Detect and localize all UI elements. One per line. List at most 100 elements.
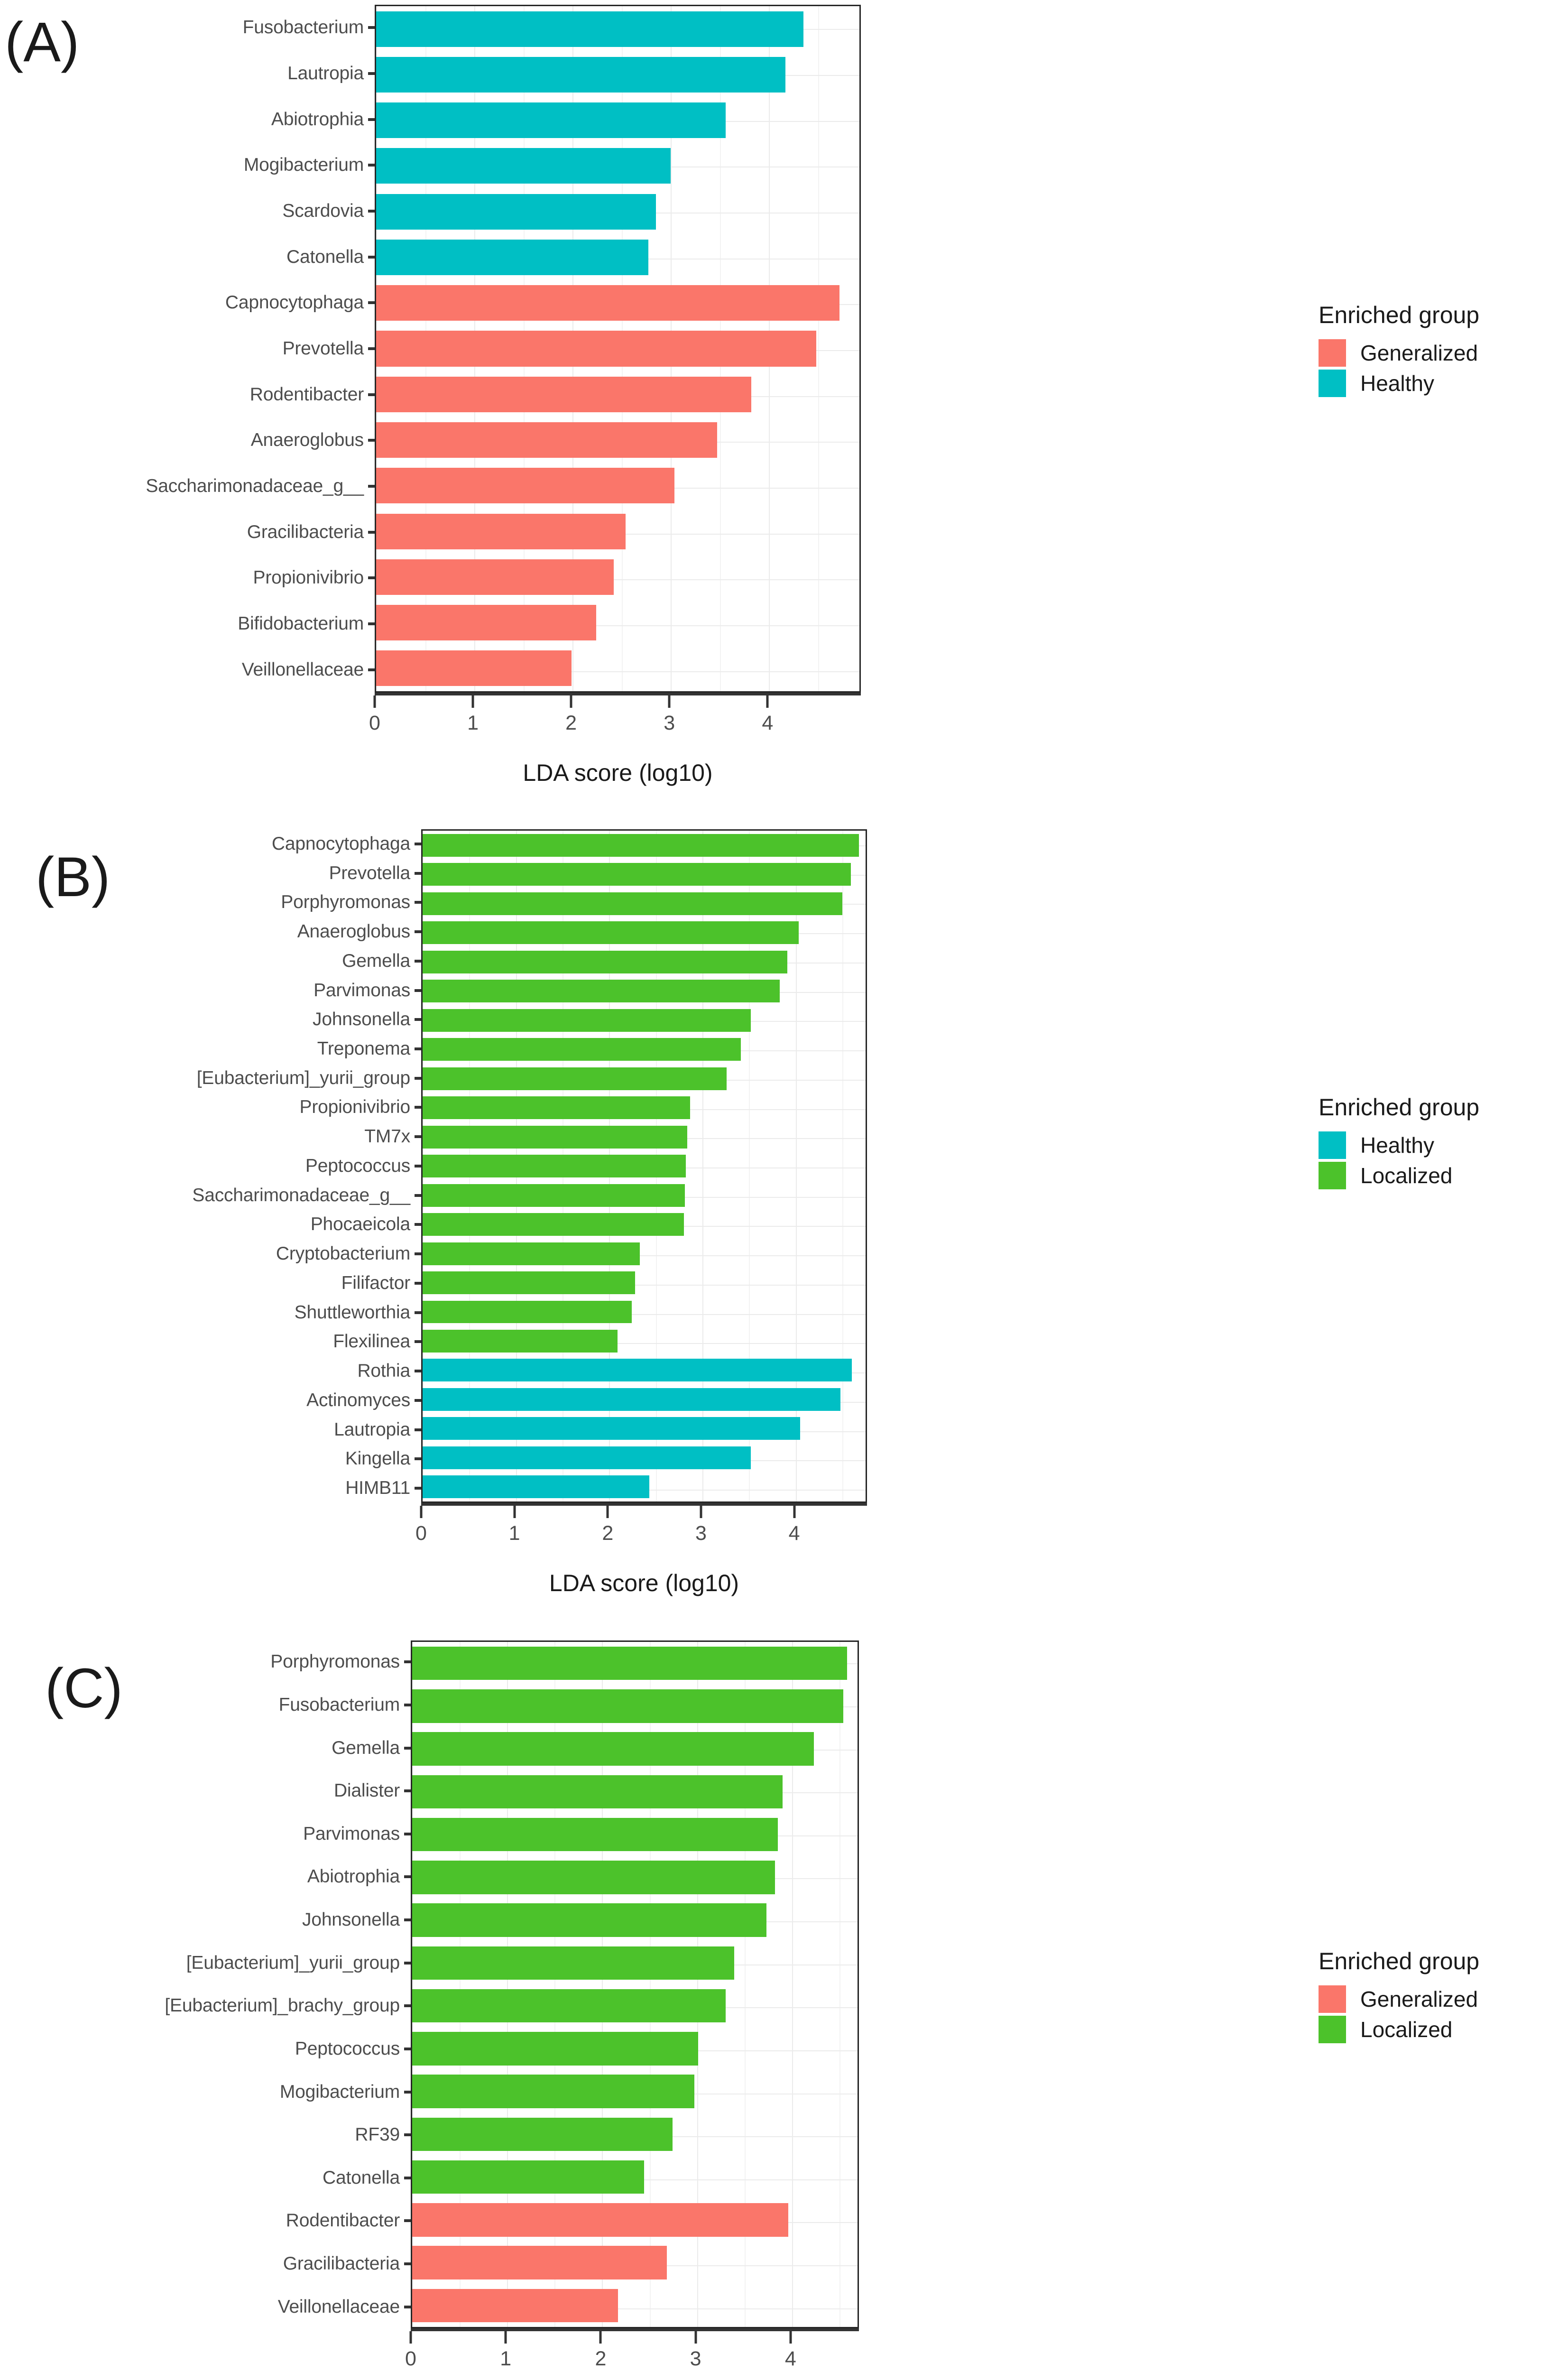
y-tick-label: Prevotella — [329, 862, 411, 883]
y-tick: HIMB11 — [345, 1473, 421, 1503]
legend-item[interactable]: Generalized — [1319, 1985, 1479, 2013]
y-tick-mark — [368, 72, 375, 75]
legend-item-label: Generalized — [1360, 1987, 1478, 2011]
y-tick-mark — [415, 989, 421, 992]
bar — [412, 2289, 618, 2323]
y-tick: TM7x — [364, 1122, 421, 1151]
x-tick-mark — [766, 695, 769, 708]
bar-slot — [423, 1443, 866, 1472]
legend-item[interactable]: Localized — [1319, 2016, 1479, 2043]
x-tick-label: 0 — [369, 712, 380, 734]
legend: Enriched group Generalized Localized — [1319, 1947, 1479, 2046]
y-tick: Johnsonella — [313, 1005, 421, 1034]
x-tick-mark — [373, 695, 376, 708]
bar-slot — [423, 1326, 866, 1355]
legend-item[interactable]: Localized — [1319, 1162, 1479, 1189]
bar — [412, 2160, 644, 2194]
bar — [423, 834, 859, 857]
y-tick: Fusobacterium — [279, 1684, 411, 1727]
bar — [412, 1861, 775, 1894]
y-tick: Cryptobacterium — [276, 1239, 421, 1269]
bar-slot — [412, 1728, 858, 1770]
y-tick: Actinomyces — [306, 1386, 421, 1415]
y-tick-mark — [415, 842, 421, 845]
bar — [376, 148, 671, 184]
y-tick: Dialister — [334, 1770, 411, 1813]
legend-swatch-icon — [1319, 1985, 1346, 2013]
y-tick-mark — [368, 255, 375, 259]
bar — [423, 1271, 636, 1294]
bar — [412, 1775, 783, 1809]
y-tick-label: Propionivibrio — [253, 567, 364, 588]
x-tick-label: 3 — [695, 1522, 707, 1545]
y-tick-mark — [368, 530, 375, 534]
legend-swatch-icon — [1319, 1131, 1346, 1159]
bar-slot — [412, 2198, 858, 2241]
bar-slot — [423, 1122, 866, 1151]
bar-slot — [412, 2284, 858, 2327]
y-tick-label: Lautropia — [334, 1419, 410, 1440]
legend-item-label: Localized — [1360, 1163, 1453, 1188]
y-tick: Gracilibacteria — [283, 2242, 411, 2286]
bar-slot — [376, 326, 859, 371]
legend-item[interactable]: Healthy — [1319, 1131, 1479, 1159]
x-tick-mark — [668, 695, 671, 708]
y-tick-mark — [404, 2262, 411, 2266]
y-tick-mark — [404, 2047, 411, 2050]
y-tick-label: Gracilibacteria — [247, 521, 364, 542]
x-axis: 0 1 2 3 4 — [415, 1503, 867, 1565]
bar — [412, 2117, 673, 2151]
x-tick-label: 2 — [565, 712, 577, 734]
y-tick-label: Shuttleworthia — [294, 1302, 411, 1323]
legend-item[interactable]: Healthy — [1319, 370, 1479, 397]
y-tick-mark — [404, 2004, 411, 2008]
legend-item[interactable]: Generalized — [1319, 339, 1479, 367]
y-tick: Filifactor — [341, 1269, 421, 1298]
y-tick: Peptococcus — [295, 2028, 411, 2071]
legend-item-label: Generalized — [1360, 341, 1478, 365]
bar-series — [412, 1642, 858, 2327]
bar — [376, 331, 816, 367]
x-tick-label: 2 — [595, 2347, 607, 2370]
y-tick-label: [Eubacterium]_brachy_group — [165, 1995, 400, 2016]
x-axis: 0 1 2 3 4 — [405, 2328, 859, 2372]
y-tick-mark — [404, 1789, 411, 1793]
y-tick-mark — [415, 901, 421, 904]
x-tick-mark — [471, 695, 474, 708]
panel-letter-a: (A) — [5, 11, 80, 74]
x-tick-label: 0 — [415, 1522, 427, 1545]
bar-slot — [423, 1414, 866, 1443]
bar — [376, 102, 726, 139]
y-tick: Gracilibacteria — [247, 509, 375, 555]
y-tick-mark — [368, 210, 375, 213]
y-axis-labels: Capnocytophaga Prevotella Porphyromonas Ana… — [0, 829, 421, 1503]
bar-slot — [423, 860, 866, 889]
x-axis-line — [411, 2328, 859, 2331]
y-tick: Kingella — [345, 1444, 421, 1473]
bar — [423, 1155, 686, 1178]
bar-slot — [412, 1685, 858, 1727]
y-tick-mark — [404, 1918, 411, 1922]
y-tick-mark — [415, 1428, 421, 1431]
y-tick-mark — [415, 1223, 421, 1226]
plot-area — [411, 1640, 859, 2328]
y-axis-labels: Porphyromonas Fusobacterium Gemella Dialist… — [0, 1640, 411, 2328]
y-tick: Catonella — [286, 234, 375, 280]
x-tick-mark — [570, 695, 572, 708]
x-tick-mark — [504, 2331, 507, 2344]
bar-slot — [412, 1856, 858, 1899]
y-tick-mark — [415, 1311, 421, 1314]
y-tick: RF39 — [355, 2113, 411, 2157]
y-tick: Anaeroglobus — [297, 917, 421, 946]
bar — [423, 1125, 688, 1149]
bar-slot — [412, 1899, 858, 1942]
y-tick-label: Treponema — [317, 1038, 410, 1059]
bar — [423, 1388, 840, 1411]
bar-slot — [376, 52, 859, 97]
y-tick: Catonella — [323, 2157, 411, 2200]
y-tick-mark — [415, 1194, 421, 1197]
x-tick-mark — [409, 2331, 412, 2344]
bar-slot — [423, 1268, 866, 1297]
y-tick-label: Bifidobacterium — [238, 613, 364, 634]
bar-slot — [423, 1093, 866, 1122]
